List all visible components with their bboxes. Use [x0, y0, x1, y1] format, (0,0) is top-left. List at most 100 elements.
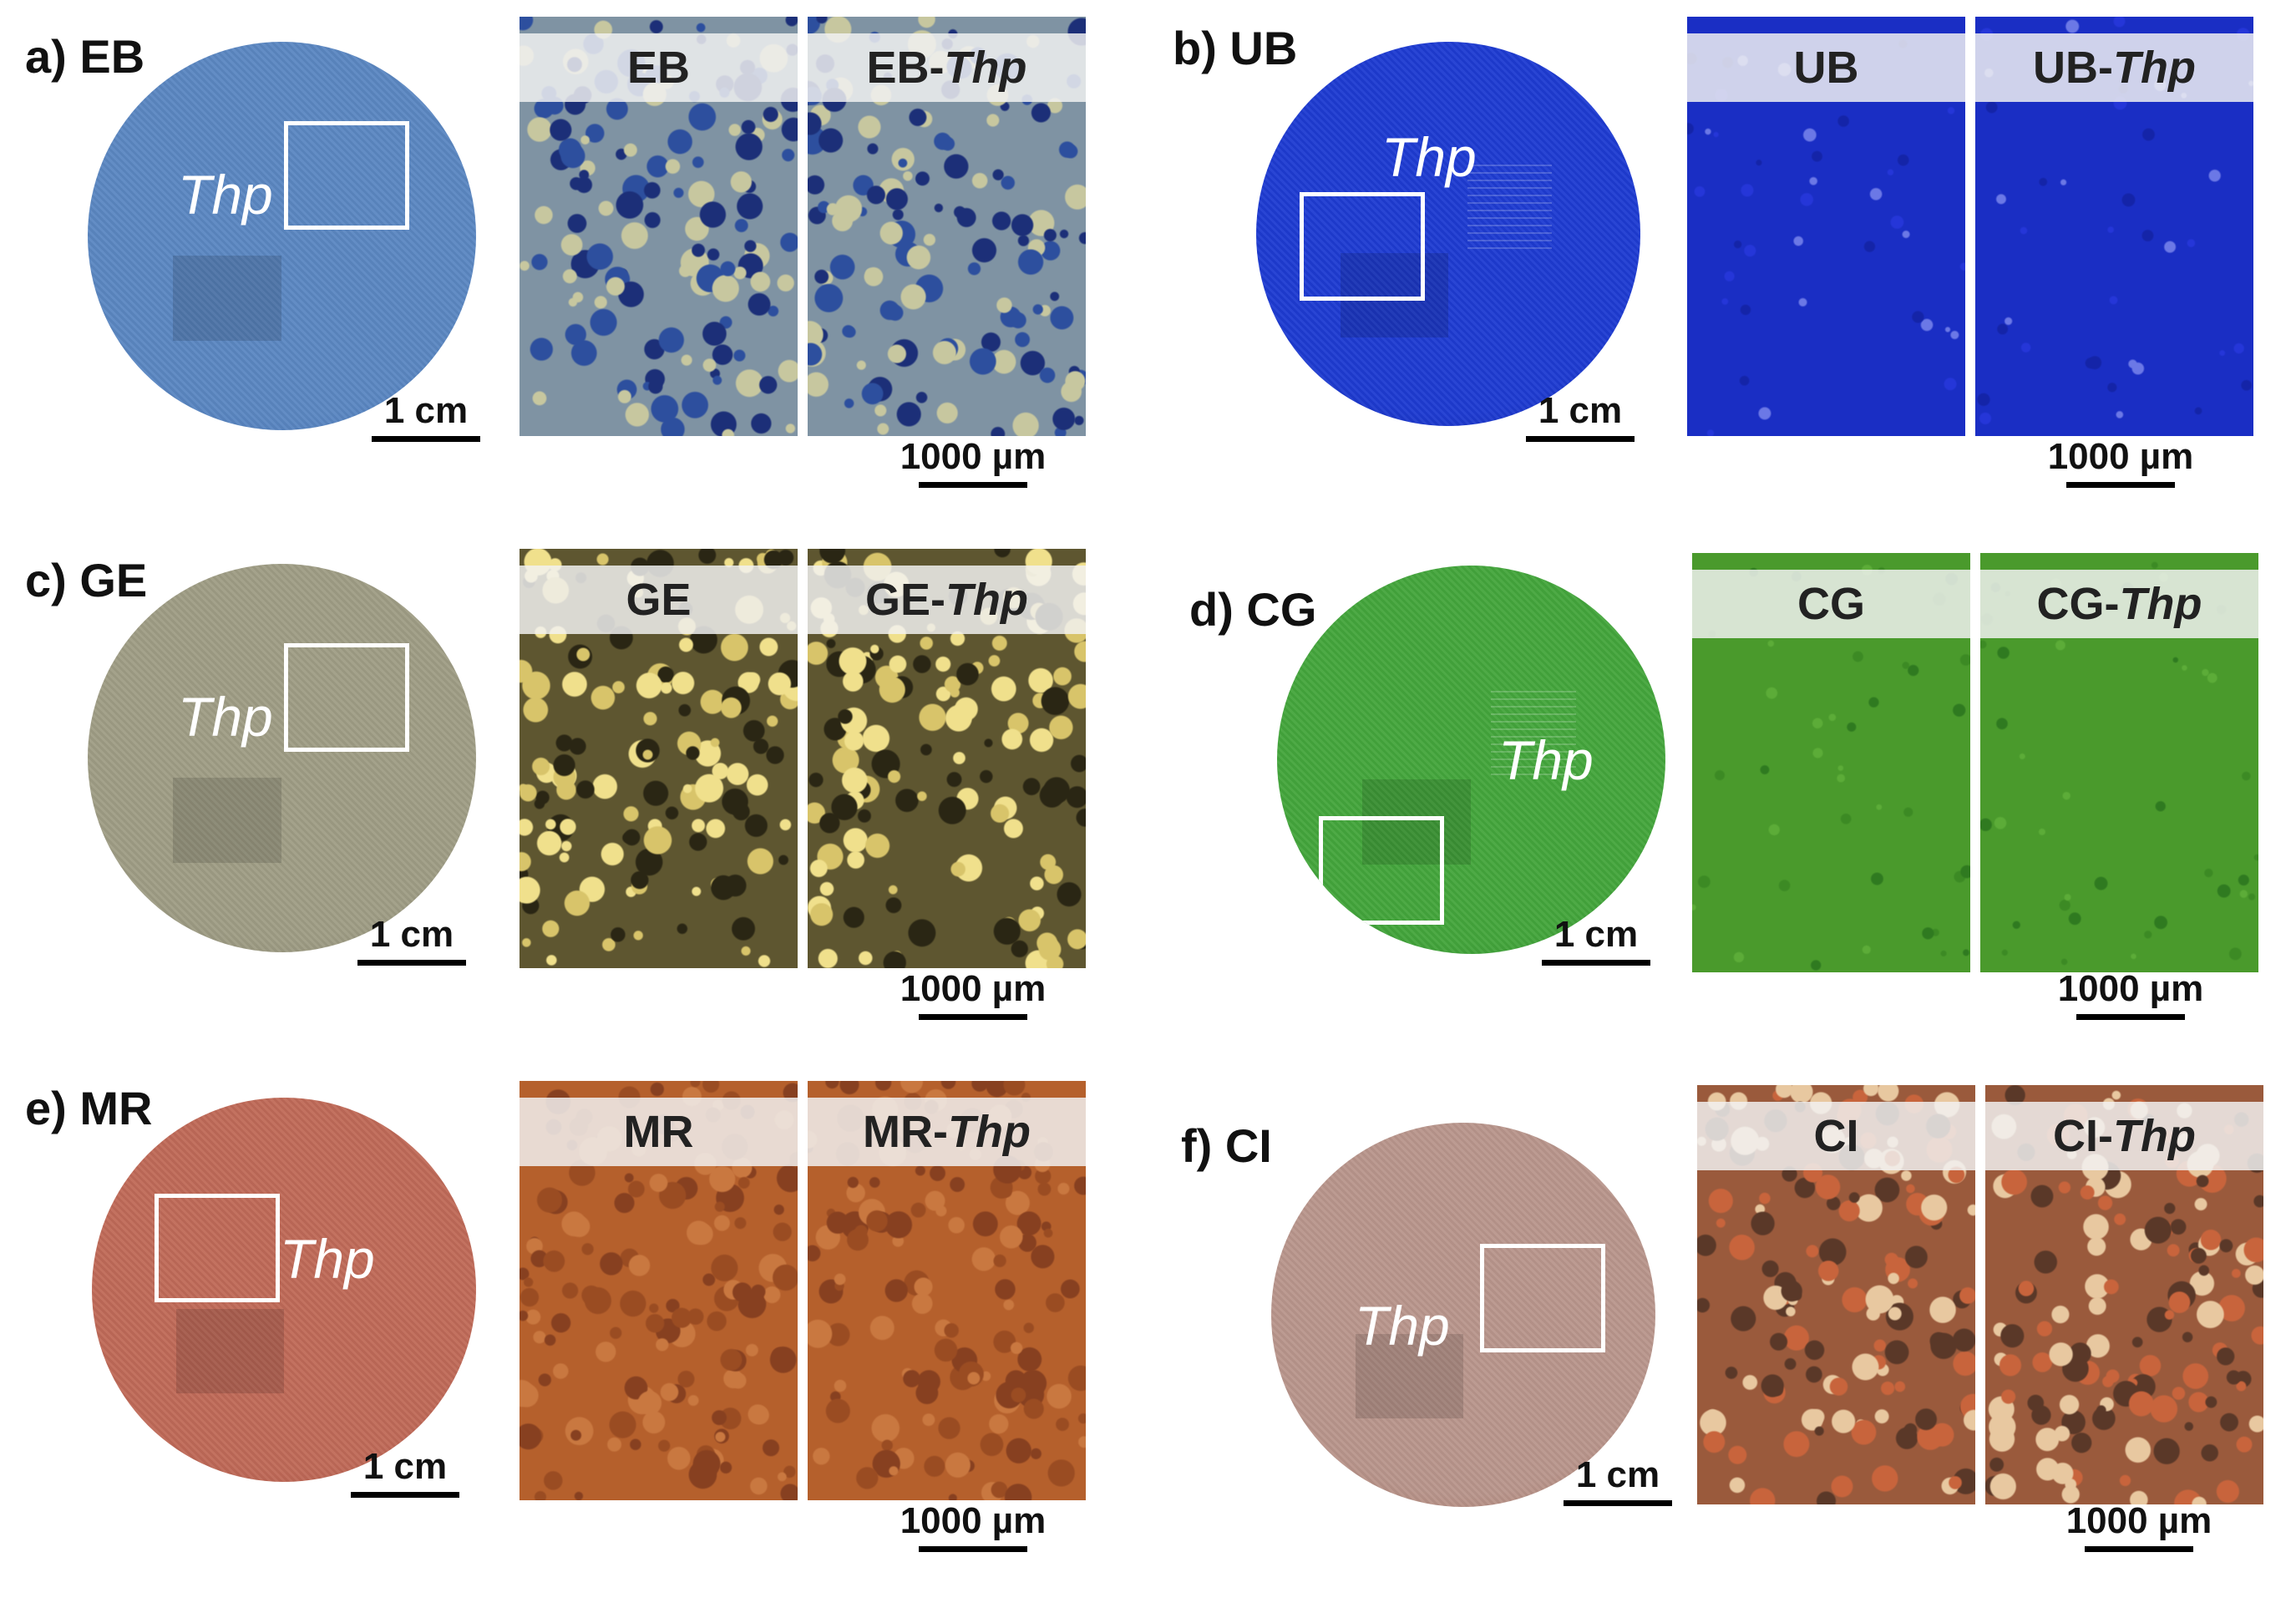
micrograph-scale-bar: 1000 µm [2041, 439, 2200, 488]
micrograph-caption-prefix: CI- [2053, 1111, 2113, 1161]
micrograph-caption-italic: Thp [2113, 1111, 2196, 1161]
micrograph-untreated: MR [520, 1081, 798, 1500]
region-outline-box [1319, 816, 1444, 925]
figure-panel-a: a) EB Thp 1 cm EB EB- Thp 1000 µm [0, 0, 1148, 532]
disc-scale-label: 1 cm [1553, 914, 1639, 955]
region-outline-box [284, 121, 409, 230]
micrograph-thp: UB- Thp [1975, 17, 2253, 436]
micrograph-caption-band: UB [1687, 33, 1965, 102]
disc-scale-bar: 1 cm [372, 393, 480, 442]
micrograph-scale-label: 1000 µm [900, 1500, 1047, 1541]
micrograph-caption-prefix: MR- [863, 1107, 948, 1157]
thp-overlay-label: Thp [280, 1228, 375, 1290]
disc-scale-line [351, 1492, 459, 1498]
region-outline-box [1480, 1244, 1605, 1352]
micrograph-scale-line [2066, 482, 2175, 488]
sample-disc-photo: Thp [1271, 1123, 1655, 1507]
micrograph-caption-band: CI- Thp [1985, 1102, 2263, 1170]
micrograph-caption-italic: Thp [945, 575, 1028, 625]
micrograph-thp: EB- Thp [808, 17, 1086, 436]
disc-scale-bar: 1 cm [1542, 916, 1650, 966]
micrograph-scale-label: 1000 µm [900, 968, 1047, 1009]
micrograph-untreated: EB [520, 17, 798, 436]
disc-scale-line [1564, 1500, 1672, 1506]
micrograph-caption-italic: Thp [944, 43, 1027, 93]
disc-scale-label: 1 cm [383, 390, 469, 431]
micrograph-scale-label: 1000 µm [900, 436, 1047, 477]
sample-disc-photo: Thp [88, 564, 476, 952]
micrograph-caption-band: MR [520, 1098, 798, 1166]
thp-overlay-label: Thp [1381, 126, 1477, 188]
micrograph-thp: CI- Thp [1985, 1085, 2263, 1504]
micrograph-scale-bar: 1000 µm [894, 439, 1052, 488]
micrograph-caption: CG [1797, 579, 1865, 629]
disc-scale-line [372, 436, 480, 442]
sample-disc-photo: Thp [1256, 42, 1640, 426]
micrograph-caption: EB [626, 43, 690, 93]
micrograph-caption-band: EB- Thp [808, 33, 1086, 102]
panel-label: f) CI [1181, 1119, 1272, 1172]
panel-label: e) MR [25, 1082, 153, 1134]
micrograph-thp: GE- Thp [808, 549, 1086, 968]
figure-panel-b: b) UB Thp 1 cm UB UB- Thp 1000 µm [1148, 0, 2295, 532]
panel-label: c) GE [25, 554, 148, 606]
panel-label: b) UB [1173, 22, 1298, 74]
micrograph-caption-band: UB- Thp [1975, 33, 2253, 102]
micrograph-scale-line [919, 1014, 1027, 1020]
micrograph-caption-prefix: UB- [2033, 43, 2113, 93]
disc-scale-bar: 1 cm [351, 1448, 459, 1498]
disc-scale-label: 1 cm [1538, 390, 1623, 431]
micrograph-caption: CI [1813, 1111, 1859, 1161]
micrograph-caption: GE [626, 575, 692, 625]
micrograph-caption-prefix: EB- [866, 43, 945, 93]
panel-label: d) CG [1189, 583, 1317, 636]
micrograph-caption: MR [623, 1107, 694, 1157]
disc-scale-line [357, 960, 466, 966]
figure-panel-f: f) CI Thp 1 cm CI CI- Thp 1000 µm [1148, 1064, 2295, 1596]
figure-panel-c: c) GE Thp 1 cm GE GE- Thp 1000 µm [0, 532, 1148, 1064]
disc-scale-bar: 1 cm [1526, 393, 1635, 442]
micrograph-scale-line [2076, 1014, 2185, 1020]
sample-disc-photo: Thp [88, 42, 476, 430]
micrograph-untreated: UB [1687, 17, 1965, 436]
sample-disc-photo: Thp [92, 1098, 476, 1482]
micrograph-scale-line [919, 482, 1027, 488]
figure-panel-e: e) MR Thp 1 cm MR MR- Thp 1000 µm [0, 1064, 1148, 1596]
micrograph-scale-bar: 1000 µm [2060, 1503, 2218, 1552]
micrograph-caption-band: CI [1697, 1102, 1975, 1170]
thp-overlay-label: Thp [1355, 1295, 1450, 1357]
micrograph-caption-italic: Thp [2119, 579, 2202, 629]
micrograph-caption-band: GE- Thp [808, 566, 1086, 634]
disc-scale-bar: 1 cm [1564, 1457, 1672, 1506]
micrograph-caption-band: CG [1692, 570, 1970, 638]
disc-scale-label: 1 cm [369, 914, 454, 955]
micrograph-thp: CG- Thp [1980, 553, 2258, 972]
disc-scale-bar: 1 cm [357, 916, 466, 966]
disc-scale-label: 1 cm [1575, 1454, 1660, 1495]
micrograph-caption-band: CG- Thp [1980, 570, 2258, 638]
micrograph-untreated: CG [1692, 553, 1970, 972]
thp-overlay-label: Thp [178, 686, 273, 748]
micrograph-caption-band: GE [520, 566, 798, 634]
micrograph-scale-bar: 1000 µm [894, 971, 1052, 1020]
figure-panel-d: d) CG Thp 1 cm CG CG- Thp 1000 µm [1148, 532, 2295, 1064]
micrograph-caption-italic: Thp [948, 1107, 1031, 1157]
region-outline-box [1300, 192, 1425, 301]
micrograph-caption-prefix: CG- [2036, 579, 2120, 629]
disc-scale-line [1526, 436, 1635, 442]
disc-scale-label: 1 cm [362, 1446, 448, 1487]
micrograph-scale-bar: 1000 µm [894, 1503, 1052, 1552]
sample-disc-photo: Thp [1277, 566, 1665, 954]
region-outline-box [155, 1194, 280, 1302]
micrograph-thp: MR- Thp [808, 1081, 1086, 1500]
thp-overlay-label: Thp [178, 164, 273, 226]
micrograph-caption-prefix: GE- [865, 575, 946, 625]
panel-label: a) EB [25, 30, 145, 83]
thp-overlay-label: Thp [1498, 729, 1594, 791]
micrograph-scale-line [2085, 1546, 2193, 1552]
micrograph-caption: UB [1793, 43, 1859, 93]
micrograph-caption-italic: Thp [2113, 43, 2196, 93]
disc-scale-line [1542, 960, 1650, 966]
micrograph-scale-label: 1000 µm [2047, 436, 2194, 477]
micrograph-caption-band: EB [520, 33, 798, 102]
